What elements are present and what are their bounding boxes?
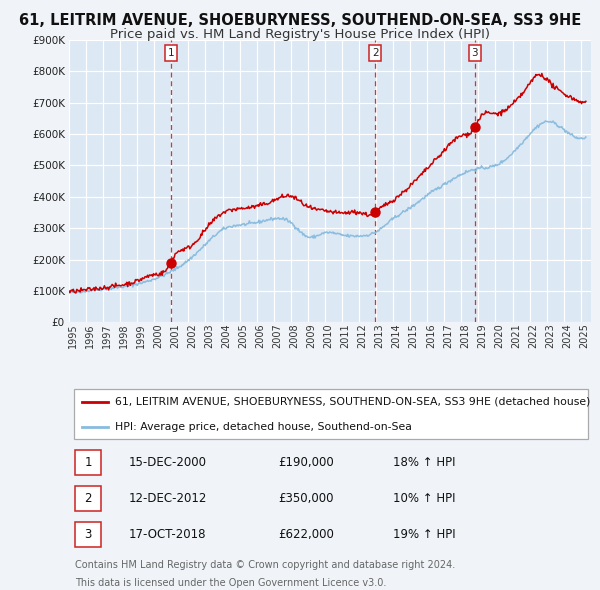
Text: 2021: 2021 xyxy=(511,323,521,348)
Text: 2010: 2010 xyxy=(323,323,334,348)
Text: 2006: 2006 xyxy=(255,323,265,348)
Text: 15-DEC-2000: 15-DEC-2000 xyxy=(129,455,207,468)
Text: 2020: 2020 xyxy=(494,323,504,348)
Text: 2001: 2001 xyxy=(170,323,180,348)
Text: £350,000: £350,000 xyxy=(278,492,334,505)
Text: 2: 2 xyxy=(372,48,379,58)
Text: 2002: 2002 xyxy=(187,323,197,348)
Text: 2015: 2015 xyxy=(409,323,419,348)
Text: £190,000: £190,000 xyxy=(278,455,334,468)
Text: 1: 1 xyxy=(85,455,92,468)
Text: 2022: 2022 xyxy=(528,323,538,348)
Text: 1995: 1995 xyxy=(68,323,77,348)
Text: 12-DEC-2012: 12-DEC-2012 xyxy=(129,492,208,505)
Text: 2009: 2009 xyxy=(307,323,316,348)
Text: HPI: Average price, detached house, Southend-on-Sea: HPI: Average price, detached house, Sout… xyxy=(115,422,412,432)
Text: 1996: 1996 xyxy=(85,323,95,348)
Text: 2008: 2008 xyxy=(289,323,299,348)
Text: 2003: 2003 xyxy=(204,323,214,348)
Text: Price paid vs. HM Land Registry's House Price Index (HPI): Price paid vs. HM Land Registry's House … xyxy=(110,28,490,41)
Text: 2017: 2017 xyxy=(443,323,453,348)
FancyBboxPatch shape xyxy=(75,486,101,511)
Text: 2005: 2005 xyxy=(238,323,248,348)
Text: 10% ↑ HPI: 10% ↑ HPI xyxy=(392,492,455,505)
Text: 1997: 1997 xyxy=(101,323,112,348)
Text: 2: 2 xyxy=(85,492,92,505)
Text: 2023: 2023 xyxy=(545,323,555,348)
Text: 3: 3 xyxy=(472,48,478,58)
Text: 2014: 2014 xyxy=(392,323,401,348)
Text: 2016: 2016 xyxy=(426,323,436,348)
Text: This data is licensed under the Open Government Licence v3.0.: This data is licensed under the Open Gov… xyxy=(75,578,386,588)
Text: 2004: 2004 xyxy=(221,323,231,348)
Text: 2025: 2025 xyxy=(579,323,589,348)
Text: 2011: 2011 xyxy=(340,323,350,348)
Text: 19% ↑ HPI: 19% ↑ HPI xyxy=(392,529,455,542)
Text: 2000: 2000 xyxy=(153,323,163,348)
Text: 2019: 2019 xyxy=(477,323,487,348)
Text: 1: 1 xyxy=(167,48,174,58)
Text: Contains HM Land Registry data © Crown copyright and database right 2024.: Contains HM Land Registry data © Crown c… xyxy=(75,560,455,570)
Text: 2007: 2007 xyxy=(272,323,282,348)
Text: 1998: 1998 xyxy=(119,323,129,348)
Text: 61, LEITRIM AVENUE, SHOEBURYNESS, SOUTHEND-ON-SEA, SS3 9HE: 61, LEITRIM AVENUE, SHOEBURYNESS, SOUTHE… xyxy=(19,13,581,28)
Text: 3: 3 xyxy=(85,529,92,542)
Text: 2024: 2024 xyxy=(562,323,572,348)
Text: 2013: 2013 xyxy=(374,323,385,348)
Text: 17-OCT-2018: 17-OCT-2018 xyxy=(129,529,206,542)
Text: £622,000: £622,000 xyxy=(278,529,334,542)
Text: 2012: 2012 xyxy=(358,323,368,348)
FancyBboxPatch shape xyxy=(75,522,101,548)
Text: 2018: 2018 xyxy=(460,323,470,348)
FancyBboxPatch shape xyxy=(74,389,588,440)
Text: 18% ↑ HPI: 18% ↑ HPI xyxy=(392,455,455,468)
FancyBboxPatch shape xyxy=(75,450,101,474)
Text: 61, LEITRIM AVENUE, SHOEBURYNESS, SOUTHEND-ON-SEA, SS3 9HE (detached house): 61, LEITRIM AVENUE, SHOEBURYNESS, SOUTHE… xyxy=(115,397,590,407)
Text: 1999: 1999 xyxy=(136,323,146,348)
